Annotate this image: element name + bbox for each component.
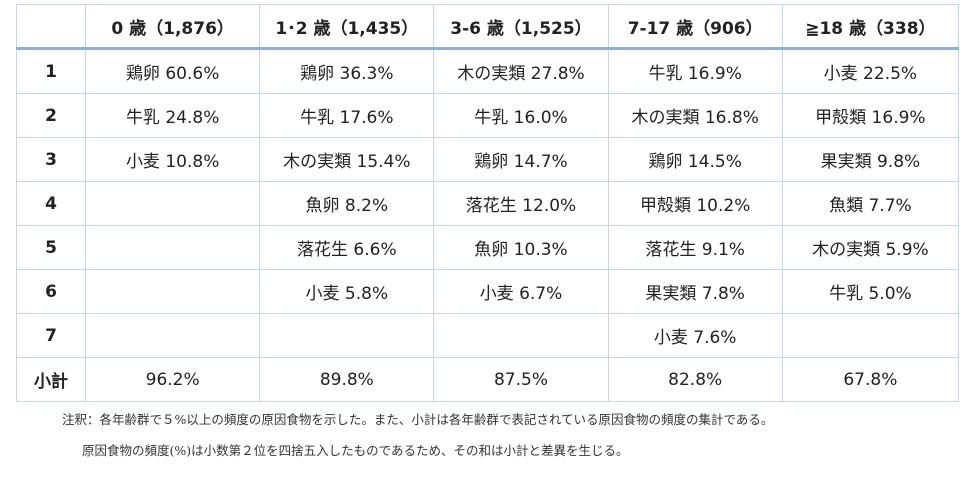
table-cell: 牛乳 16.9%: [607, 48, 783, 94]
table-cell: 牛乳 17.6%: [259, 93, 435, 138]
header-age-3-6: 3-6 歳（1,525）: [433, 4, 609, 50]
table-cell: 甲殻類 16.9%: [781, 93, 960, 138]
table-cell: [85, 313, 261, 358]
rank-cell: 7: [15, 313, 87, 358]
table-cell: 落花生 9.1%: [607, 225, 783, 270]
subtotal-cell: 82.8%: [607, 357, 783, 402]
subtotal-label: 小計: [15, 357, 87, 402]
table-cell: [259, 313, 435, 358]
table-cell: 魚類 7.7%: [781, 181, 960, 226]
header-age-1-2: 1･2 歳（1,435）: [259, 4, 435, 50]
allergen-frequency-table: 0 歳（1,876） 1･2 歳（1,435） 3-6 歳（1,525） 7-1…: [15, 4, 960, 402]
header-row: 0 歳（1,876） 1･2 歳（1,435） 3-6 歳（1,525） 7-1…: [15, 4, 960, 50]
rank-cell: 2: [15, 93, 87, 138]
table-cell: 落花生 12.0%: [433, 181, 609, 226]
table-cell: 鶏卵 36.3%: [259, 48, 435, 94]
rank-cell: 3: [15, 137, 87, 182]
table-cell: 小麦 6.7%: [433, 269, 609, 314]
footnote-line-2: 原因食物の頻度(%)は小数第２位を四捨五入したものであるため、その和は小計と差異…: [82, 443, 629, 458]
table-row: 5 落花生 6.6% 魚卵 10.3% 落花生 9.1% 木の実類 5.9%: [15, 225, 960, 270]
table-row: 7 小麦 7.6%: [15, 313, 960, 358]
header-age-0: 0 歳（1,876）: [85, 4, 261, 50]
table-cell: 鶏卵 14.7%: [433, 137, 609, 182]
table-cell: [433, 313, 609, 358]
table-cell: 魚卵 10.3%: [433, 225, 609, 270]
table-cell: 果実類 7.8%: [607, 269, 783, 314]
table-cell: 鶏卵 14.5%: [607, 137, 783, 182]
allergy-table-container: 0 歳（1,876） 1･2 歳（1,435） 3-6 歳（1,525） 7-1…: [15, 4, 960, 402]
header-age-7-17: 7-17 歳（906）: [607, 4, 783, 50]
table-cell: [85, 269, 261, 314]
table-cell: 小麦 5.8%: [259, 269, 435, 314]
footnotes: 注釈：各年齢群で５%以上の頻度の原因食物を示した。また、小計は各年齢群で表記され…: [62, 404, 773, 466]
table-cell: [781, 313, 960, 358]
table-row: 3 小麦 10.8% 木の実類 15.4% 鶏卵 14.7% 鶏卵 14.5% …: [15, 137, 960, 182]
table-row: 1 鶏卵 60.6% 鶏卵 36.3% 木の実類 27.8% 牛乳 16.9% …: [15, 48, 960, 94]
table-cell: 木の実類 16.8%: [607, 93, 783, 138]
table-cell: [85, 225, 261, 270]
table-cell: 小麦 7.6%: [607, 313, 783, 358]
subtotal-cell: 89.8%: [259, 357, 435, 402]
rank-cell: 5: [15, 225, 87, 270]
rank-cell: 4: [15, 181, 87, 226]
table-cell: 果実類 9.8%: [781, 137, 960, 182]
table-cell: 小麦 10.8%: [85, 137, 261, 182]
subtotal-row: 小計 96.2% 89.8% 87.5% 82.8% 67.8%: [15, 357, 960, 402]
subtotal-cell: 87.5%: [433, 357, 609, 402]
header-rank: [15, 4, 87, 50]
table-cell: 小麦 22.5%: [781, 48, 960, 94]
table-cell: 牛乳 16.0%: [433, 93, 609, 138]
table-cell: 木の実類 15.4%: [259, 137, 435, 182]
table-cell: 木の実類 5.9%: [781, 225, 960, 270]
table-cell: 鶏卵 60.6%: [85, 48, 261, 94]
table-cell: 魚卵 8.2%: [259, 181, 435, 226]
table-cell: 落花生 6.6%: [259, 225, 435, 270]
subtotal-cell: 96.2%: [85, 357, 261, 402]
header-age-18plus: ≧18 歳（338）: [781, 4, 960, 50]
subtotal-cell: 67.8%: [781, 357, 960, 402]
table-cell: 牛乳 24.8%: [85, 93, 261, 138]
table-row: 6 小麦 5.8% 小麦 6.7% 果実類 7.8% 牛乳 5.0%: [15, 269, 960, 314]
table-cell: [85, 181, 261, 226]
footnote-line-1: 注釈：各年齢群で５%以上の頻度の原因食物を示した。また、小計は各年齢群で表記され…: [62, 412, 774, 427]
table-row: 4 魚卵 8.2% 落花生 12.0% 甲殻類 10.2% 魚類 7.7%: [15, 181, 960, 226]
table-cell: 甲殻類 10.2%: [607, 181, 783, 226]
rank-cell: 6: [15, 269, 87, 314]
table-row: 2 牛乳 24.8% 牛乳 17.6% 牛乳 16.0% 木の実類 16.8% …: [15, 93, 960, 138]
table-cell: 木の実類 27.8%: [433, 48, 609, 94]
rank-cell: 1: [15, 48, 87, 94]
table-cell: 牛乳 5.0%: [781, 269, 960, 314]
